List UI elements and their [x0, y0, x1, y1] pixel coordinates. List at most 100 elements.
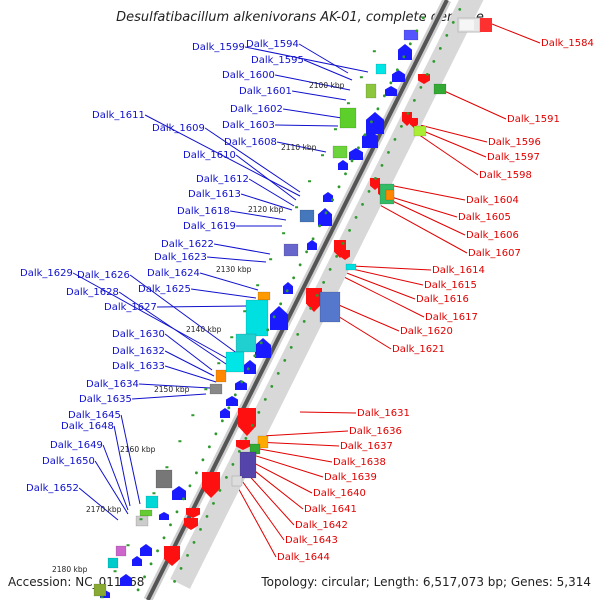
plus-gene-label: Dalk_1612	[196, 174, 249, 185]
minus-gene-label: Dalk_1607	[468, 248, 521, 259]
plus-gene-box	[283, 243, 299, 257]
tick-dot	[400, 124, 403, 128]
tick-dot	[357, 146, 360, 150]
accession-label: Accession: NC_011768	[8, 575, 145, 589]
tick-dash	[178, 440, 182, 443]
leader-line	[491, 23, 541, 44]
tick-dot	[240, 380, 244, 384]
plus-gene-label: Dalk_1624	[147, 268, 200, 279]
tick-dot	[335, 254, 339, 258]
gene-features	[93, 29, 447, 598]
tick-dot	[361, 202, 364, 206]
leader-line	[415, 123, 488, 143]
plus-gene-label: Dalk_1650	[42, 456, 95, 467]
plus-gene-box	[115, 545, 127, 557]
scale-tick-label: 2140 kbp	[186, 325, 222, 334]
leader-line	[235, 154, 297, 201]
tick-dot	[348, 228, 351, 232]
minus-gene-box	[257, 435, 269, 449]
tick-dot	[367, 189, 371, 193]
plus-gene-label: Dalk_1634	[86, 379, 139, 390]
scale-tick-label: 2170 kbp	[86, 505, 122, 514]
tick-dash	[372, 50, 376, 53]
scale-tick-label: 2110 kbp	[281, 143, 317, 152]
plus-gene-label: Dalk_1627	[104, 302, 157, 313]
tick-dot	[233, 393, 237, 397]
minus-gene-label: Dalk_1614	[432, 265, 485, 276]
tick-dot	[192, 540, 196, 544]
minus-gene-box	[413, 125, 427, 137]
minus-gene-label: Dalk_1620	[400, 326, 453, 337]
plus-strand-gene	[323, 192, 333, 202]
tick-dash	[152, 492, 156, 495]
tick-dash	[139, 518, 143, 521]
tick-dot	[412, 98, 416, 102]
tick-dot	[169, 523, 172, 527]
tick-dot	[305, 250, 309, 254]
tick-dot	[201, 458, 205, 462]
plus-strand-gene	[385, 86, 397, 96]
tick-dot	[263, 397, 267, 401]
plus-gene-label: Dalk_1602	[230, 104, 283, 115]
plus-gene-label: Dalk_1609	[152, 123, 205, 134]
scale-tick-label: 2180 kbp	[52, 565, 88, 574]
plus-strand-gene	[244, 360, 256, 374]
plus-gene-label: Dalk_1633	[112, 361, 165, 372]
plus-gene-box	[332, 145, 348, 159]
tick-dash	[346, 102, 350, 105]
tick-dot	[296, 332, 300, 336]
tick-dot	[408, 42, 412, 46]
plus-strand-gene	[132, 556, 142, 566]
tick-dot	[225, 475, 228, 479]
tick-dot	[354, 215, 358, 219]
minus-strand-gene	[370, 178, 380, 190]
leader-line	[249, 453, 324, 478]
plus-gene-box	[339, 107, 357, 129]
leader-line	[387, 195, 458, 218]
tick-dot	[302, 319, 306, 323]
tick-dot	[315, 293, 319, 297]
tick-dot	[376, 107, 380, 111]
plus-strand-gene	[159, 512, 169, 520]
tick-dash	[282, 232, 286, 235]
tick-dot	[331, 198, 334, 202]
tick-dot	[253, 354, 257, 358]
genome-title: Desulfatibacillum alkenivorans AK-01, co…	[116, 10, 484, 25]
scale-tick-label: 2160 kbp	[120, 445, 156, 454]
plus-gene-box	[245, 299, 269, 337]
tick-dot	[387, 150, 390, 154]
tick-dot	[250, 423, 254, 427]
tick-dash	[165, 466, 169, 469]
minus-gene-label: Dalk_1596	[488, 137, 541, 148]
scale-ticks: 2100 kbp 2110 kbp 2120 kbp 2130 kbp 2140 kbp…	[52, 7, 462, 599]
tick-dot	[266, 328, 270, 332]
plus-gene-label: Dalk_1645	[68, 410, 121, 421]
minus-gene-label: Dalk_1591	[507, 114, 560, 125]
tick-dot	[156, 549, 159, 553]
minus-gene-label: Dalk_1617	[425, 312, 478, 323]
plus-strand-gene	[349, 148, 363, 160]
tick-dash	[191, 414, 195, 417]
leader-line	[144, 114, 301, 197]
minus-gene-box	[239, 451, 257, 479]
leader-line	[411, 129, 479, 176]
tick-dot	[143, 575, 146, 579]
leader-line	[298, 43, 349, 74]
minus-strand-gene	[340, 250, 350, 260]
plus-gene-label: Dalk_1594	[246, 39, 299, 50]
plus-strand-gene	[140, 544, 152, 556]
tick-dot	[458, 7, 462, 11]
leader-line	[248, 178, 295, 207]
minus-gene-label: Dalk_1643	[285, 535, 338, 546]
tick-dot	[451, 20, 455, 24]
plus-gene-label: Dalk_1632	[112, 346, 165, 357]
leader-line	[303, 59, 353, 81]
minus-gene-label: Dalk_1637	[340, 441, 393, 452]
plus-strand-gene	[398, 44, 412, 60]
tick-dot	[438, 46, 442, 50]
plus-gene-label: Dalk_1600	[222, 70, 275, 81]
tick-dash	[320, 154, 324, 157]
plus-gene-box	[225, 351, 245, 373]
plus-gene-box	[155, 469, 173, 489]
tick-dot	[244, 436, 248, 440]
